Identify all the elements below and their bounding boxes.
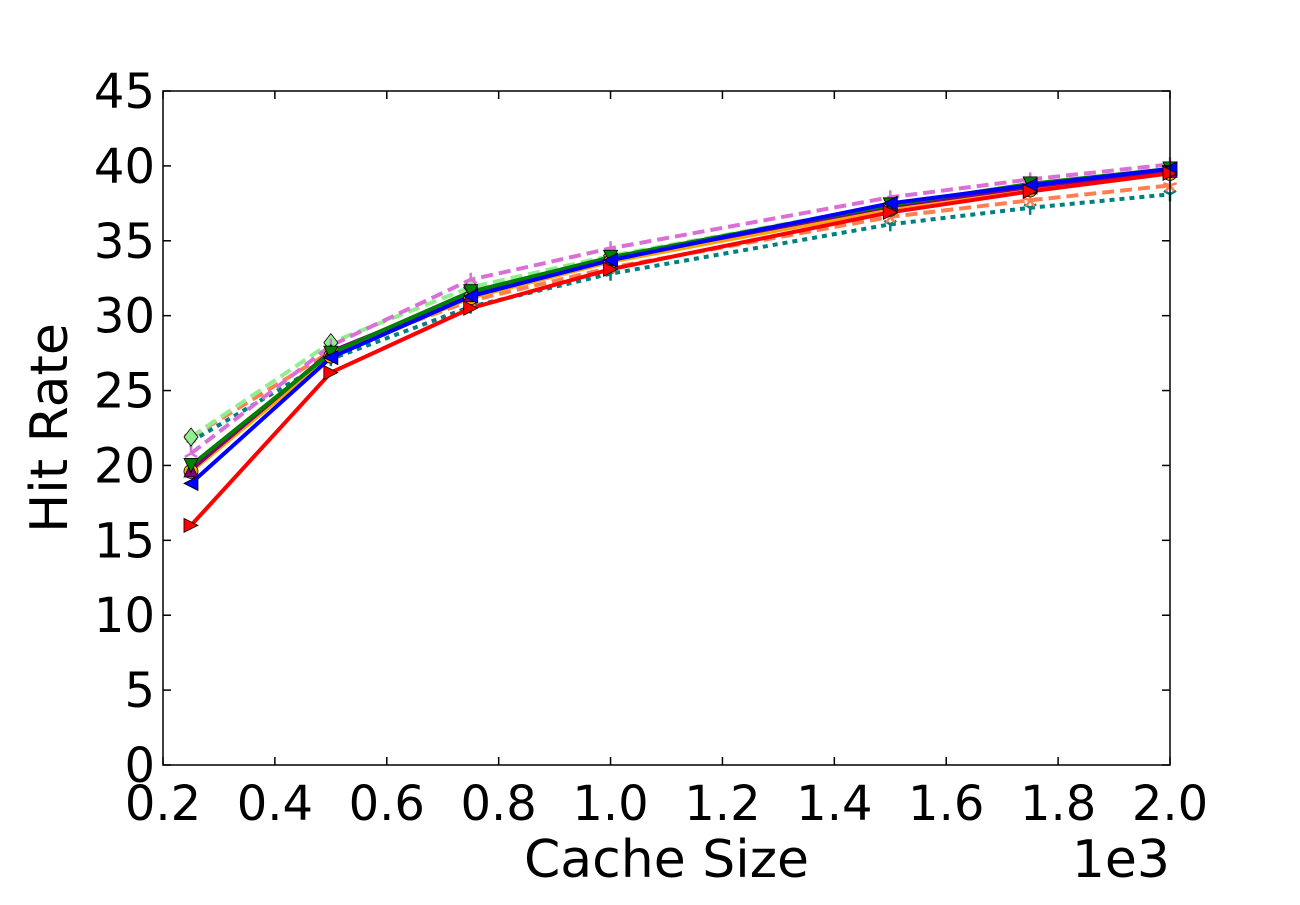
y-tick-label: 40 [94,139,155,195]
y-tick-label: 5 [124,663,155,719]
data-point [323,364,339,381]
data-point [882,195,898,211]
data-point [463,300,479,316]
x-tick-label: 1.2 [684,776,760,832]
series-line [189,168,1171,472]
series-line [189,169,1171,439]
data-point [602,252,618,268]
series-line [189,192,1171,444]
x-tick-label: 2.0 [1132,776,1208,832]
y-tick-label: 0 [124,738,155,794]
plot-frame [162,90,1171,766]
series-line [189,166,1171,485]
data-point [464,272,478,285]
data-point [183,427,199,447]
x-tick-label: 0.6 [349,776,425,832]
x-tick-label: 1.8 [1020,776,1096,832]
series-markers [183,157,1178,534]
y-tick-label: 45 [94,64,155,120]
axis-ticks [162,90,1171,766]
x-axis-label: Cache Size [524,830,809,890]
x-tick-label: 1.0 [572,776,648,832]
data-point [1022,183,1039,199]
series-line [189,183,1171,439]
y-tick-label: 25 [94,364,155,420]
data-point [322,349,339,366]
y-tick-label: 10 [94,588,155,644]
x-axis-offset-label: 1e3 [1072,830,1170,890]
data-point [462,288,479,304]
x-tick-label: 0.4 [237,776,313,832]
data-point [183,458,199,474]
series-lines [189,162,1171,527]
data-point [183,517,199,534]
data-point [183,475,199,492]
y-tick-label: 30 [94,289,155,345]
x-tick-label: 0.2 [125,776,201,832]
x-tick-label: 0.8 [460,776,536,832]
data-point [184,446,198,459]
x-tick-label: 1.4 [796,776,872,832]
series-line [189,166,1171,467]
axis-tick-labels: 0.2 0.4 0.6 0.8 1.0 1.2 1.4 1.6 1.8 2.0 0 5 10 15 20 25… [94,64,1208,832]
data-point [882,204,899,220]
x-tick-label: 1.6 [908,776,984,832]
y-axis-label: Hit Rate [20,323,80,533]
y-tick-label: 20 [94,438,155,494]
y-tick-label: 15 [94,513,155,569]
series-line [189,171,1171,473]
y-tick-label: 35 [94,214,155,270]
data-point [603,261,619,277]
